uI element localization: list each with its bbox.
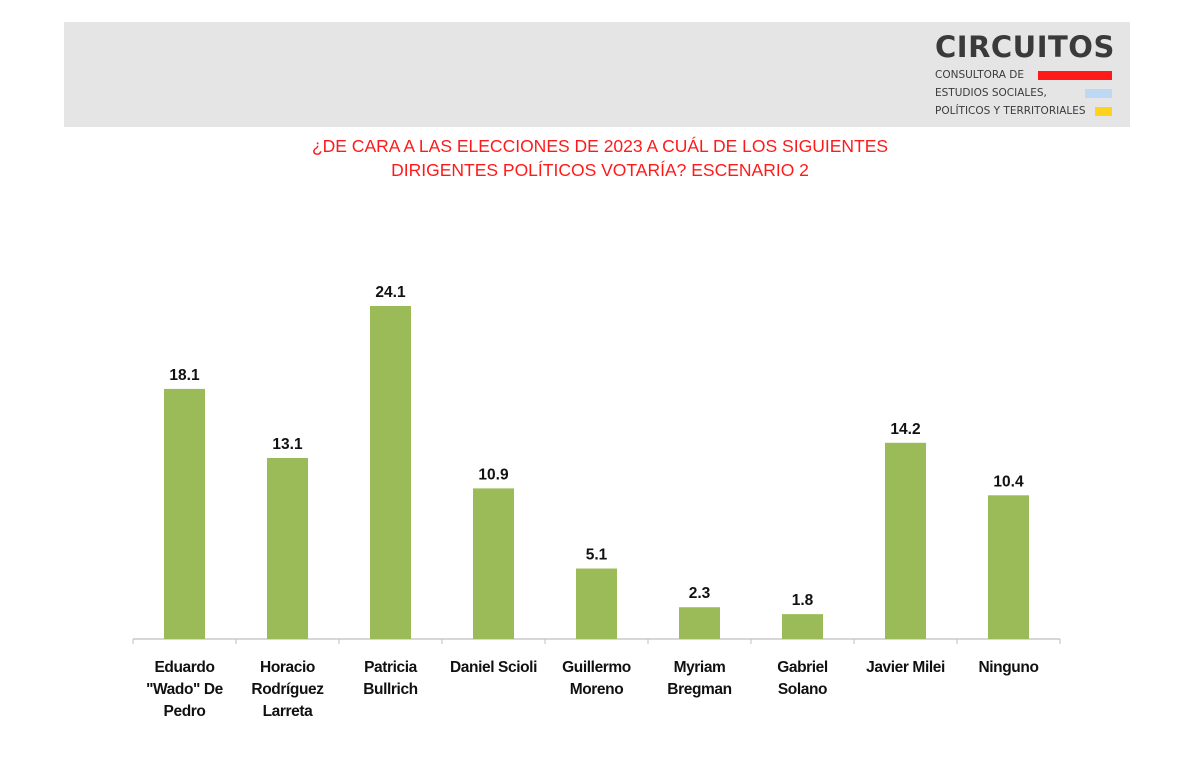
header-band [64,22,1130,127]
bar [679,607,720,639]
bar [988,495,1029,639]
bar [576,568,617,639]
data-label: 14.2 [890,421,920,438]
category-label: Javier Milei [866,659,945,676]
bar [782,614,823,639]
logo-name: CIRCUITOS [935,30,1115,64]
chart-title: ¿DE CARA A LAS ELECCIONES DE 2023 A CUÁL… [200,134,1000,182]
bar [267,457,308,639]
category-label: Daniel Scioli [450,659,537,676]
logo-line-3: POLÍTICOS Y TERRITORIALES [935,105,1086,117]
data-label: 10.4 [993,473,1024,490]
chart-title-line-1: ¿DE CARA A LAS ELECCIONES DE 2023 A CUÁL… [311,136,889,156]
logo-line-1: CONSULTORA DE [935,69,1024,81]
data-label: 2.3 [689,585,711,602]
bar [164,388,205,639]
logo-blue-bar [1085,89,1112,98]
chart-title-line-2: DIRIGENTES POLÍTICOS VOTARÍA? ESCENARIO … [391,160,809,180]
category-label: Horacio Rodríguez Larreta [251,659,324,720]
circuitos-logo: CIRCUITOS CONSULTORA DE ESTUDIOS SOCIALE… [935,30,1125,122]
data-label: 13.1 [272,436,303,453]
category-label: Myriam Bregman [667,659,731,698]
category-label: Eduardo "Wado" De Pedro [146,659,224,720]
category-label: Gabriel Solano [777,659,828,698]
data-label: 5.1 [586,547,608,564]
logo-yellow-bar [1095,107,1112,116]
data-label: 10.9 [478,466,509,483]
bar [370,306,411,639]
logo-red-bar [1038,71,1112,80]
data-label: 18.1 [169,367,200,384]
category-label: Ninguno [978,659,1038,676]
category-label: Guillermo Moreno [562,659,631,698]
data-label: 1.8 [792,592,814,609]
data-label: 24.1 [375,284,406,301]
bar [885,442,926,639]
category-label: Patricia Bullrich [363,659,418,698]
logo-line-2: ESTUDIOS SOCIALES, [935,87,1047,99]
bar [473,488,514,639]
